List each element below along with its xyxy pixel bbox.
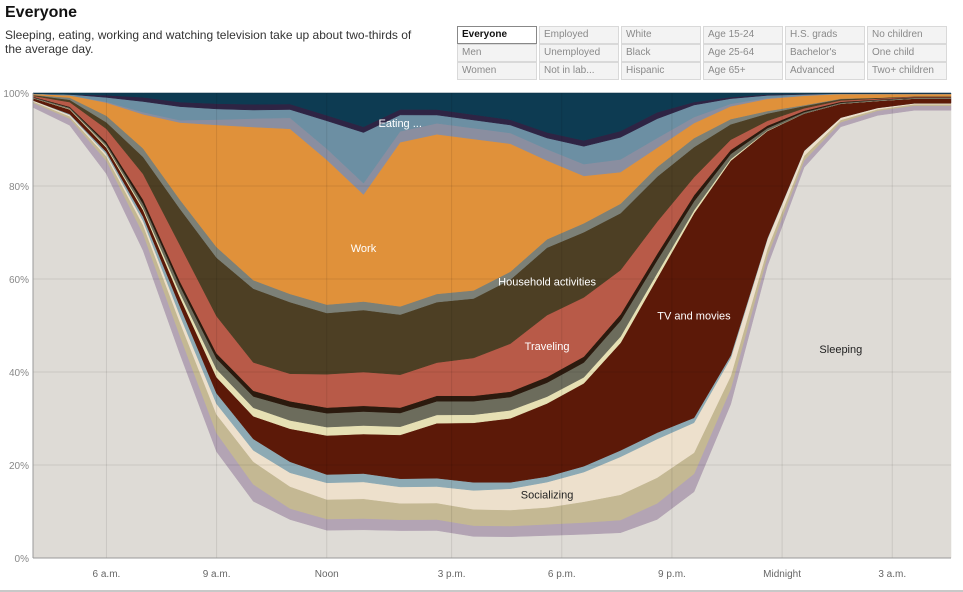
filter-hs-grads[interactable]: H.S. grads bbox=[785, 26, 865, 44]
stacked-area-chart: 0% 20% 40% 60% 80% 100% 6 a.m. 9 a.m. Noon 3 p.m.… bbox=[3, 89, 952, 580]
x-tick-label: 9 p.m. bbox=[658, 569, 686, 580]
bottom-divider bbox=[0, 590, 963, 592]
filter-age-65-plus[interactable]: Age 65+ bbox=[703, 62, 783, 80]
chart-subtitle: Sleeping, eating, working and watching t… bbox=[5, 28, 412, 56]
x-tick-label: 3 p.m. bbox=[438, 569, 466, 580]
series-label-sleeping: Sleeping bbox=[819, 344, 862, 356]
area-layers bbox=[32, 92, 952, 559]
series-label-household-activities: Household activities bbox=[498, 276, 596, 288]
filter-grid: Everyone Employed White Age 15-24 H.S. g… bbox=[457, 26, 947, 80]
x-tick-label: Midnight bbox=[763, 569, 801, 580]
series-label-eating: Eating ... bbox=[378, 118, 421, 130]
filter-black[interactable]: Black bbox=[621, 44, 701, 62]
x-tick-label: 9 a.m. bbox=[203, 569, 231, 580]
series-label-tv-and-movies: TV and movies bbox=[657, 311, 731, 323]
filter-bachelors[interactable]: Bachelor's bbox=[785, 44, 865, 62]
filter-no-children[interactable]: No children bbox=[867, 26, 947, 44]
filter-women[interactable]: Women bbox=[457, 62, 537, 80]
filter-two-plus-children[interactable]: Two+ children bbox=[867, 62, 947, 80]
filter-everyone[interactable]: Everyone bbox=[457, 26, 537, 44]
filter-unemployed[interactable]: Unemployed bbox=[539, 44, 619, 62]
filter-advanced[interactable]: Advanced bbox=[785, 62, 865, 80]
y-tick-label: 40% bbox=[9, 368, 29, 379]
y-tick-label: 80% bbox=[9, 182, 29, 193]
area-eating-upper bbox=[32, 92, 952, 141]
filter-age-25-64[interactable]: Age 25-64 bbox=[703, 44, 783, 62]
y-tick-label: 0% bbox=[15, 554, 30, 565]
x-tick-label: 6 p.m. bbox=[548, 569, 576, 580]
filter-men[interactable]: Men bbox=[457, 44, 537, 62]
series-label-socializing: Socializing bbox=[521, 490, 574, 502]
series-label-traveling: Traveling bbox=[525, 341, 570, 353]
chart-title: Everyone bbox=[5, 4, 78, 21]
filter-not-in-labor[interactable]: Not in lab... bbox=[539, 62, 619, 80]
x-tick-label: 3 a.m. bbox=[878, 569, 906, 580]
y-tick-label: 100% bbox=[3, 89, 29, 100]
x-tick-label: 6 a.m. bbox=[93, 569, 121, 580]
y-tick-label: 60% bbox=[9, 275, 29, 286]
filter-employed[interactable]: Employed bbox=[539, 26, 619, 44]
filter-white[interactable]: White bbox=[621, 26, 701, 44]
filter-age-15-24[interactable]: Age 15-24 bbox=[703, 26, 783, 44]
series-label-work: Work bbox=[351, 243, 377, 255]
filter-one-child[interactable]: One child bbox=[867, 44, 947, 62]
filter-hispanic[interactable]: Hispanic bbox=[621, 62, 701, 80]
y-tick-label: 20% bbox=[9, 461, 29, 472]
x-tick-label: Noon bbox=[315, 569, 339, 580]
